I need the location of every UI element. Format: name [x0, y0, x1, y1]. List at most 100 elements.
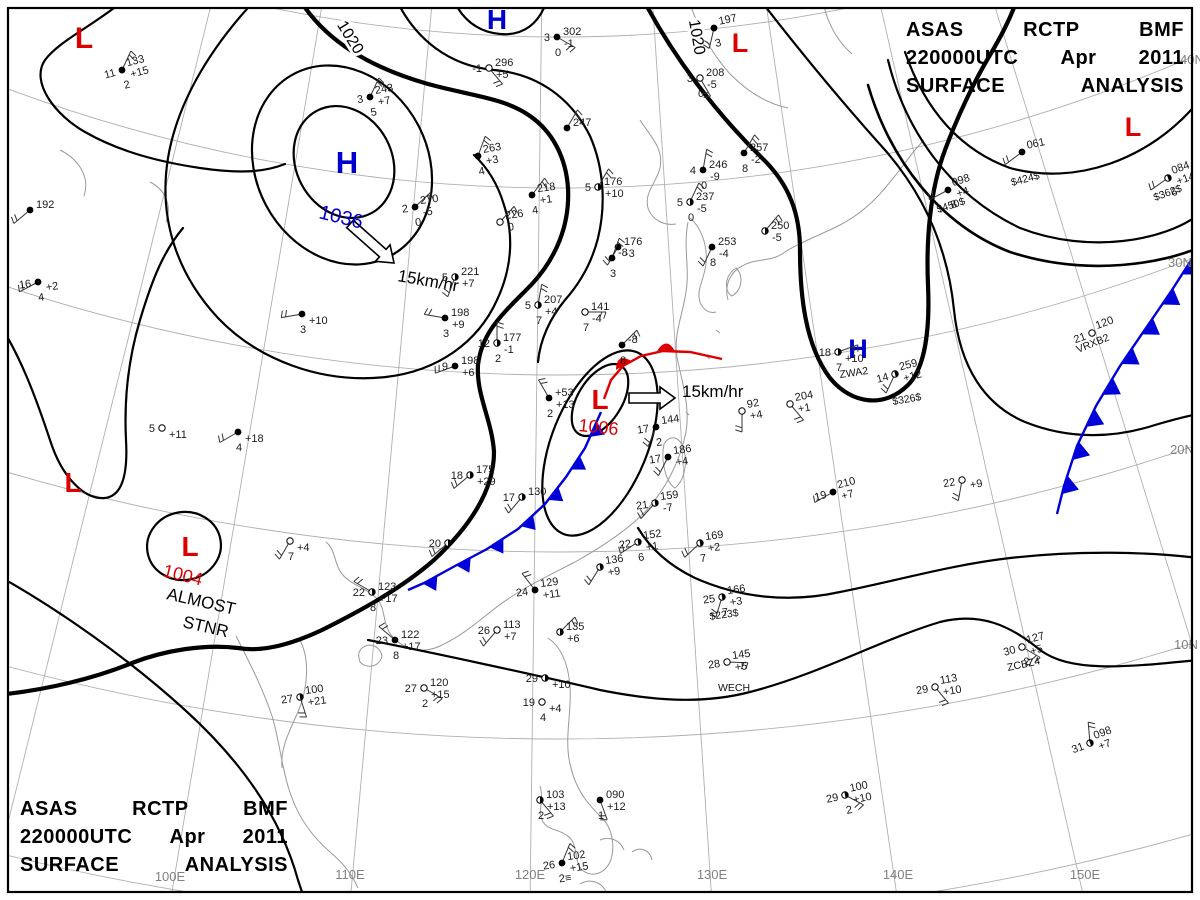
wind-barb-tick	[584, 579, 590, 586]
station-value: +12	[607, 801, 626, 813]
station-value: +4	[675, 455, 689, 469]
station-plot: 9 198+6	[434, 355, 479, 379]
wind-barb-tick	[618, 237, 625, 244]
wind-barb-tick	[538, 377, 546, 381]
station-plot: 192	[10, 199, 54, 224]
coastline	[685, 329, 721, 416]
station-plot: 17 130	[503, 486, 546, 514]
pressure-value-label: 1004	[161, 560, 205, 589]
wind-barb-tick	[376, 81, 383, 87]
wind-barb-icon	[435, 365, 456, 374]
wind-barb-tick	[540, 381, 548, 384]
station-value: +10	[845, 353, 864, 365]
cold-front-triangle-icon	[1102, 377, 1121, 395]
wind-barb-tick	[454, 479, 458, 486]
station-value: 17	[648, 453, 662, 467]
station-value: 21	[635, 499, 649, 513]
station-halfcover-icon	[637, 538, 642, 546]
station-value: 084	[1170, 159, 1191, 177]
station-plot: 141-47	[581, 301, 609, 334]
wind-barb-tick	[221, 433, 224, 441]
coastline	[691, 8, 853, 109]
station-value: 20	[429, 538, 441, 550]
station-circle-icon	[608, 254, 616, 262]
station-value: 120	[1094, 314, 1115, 332]
station-value: 1	[598, 810, 604, 822]
station-value: -5	[422, 206, 433, 219]
cold-front-triangle-icon	[1086, 408, 1105, 427]
station-value: +10	[942, 684, 962, 699]
coastline	[235, 635, 359, 889]
wind-barb-tick	[483, 139, 490, 145]
low-pressure-symbol: L	[591, 384, 608, 415]
wind-barb-icon	[561, 843, 571, 864]
ship-callsign-label: WECH	[718, 682, 750, 694]
station-circle-icon	[496, 218, 504, 226]
station-value: 14	[875, 371, 890, 386]
station-value: 6	[1169, 186, 1179, 199]
station-circle-icon	[829, 488, 837, 496]
station-value: +13	[547, 801, 566, 813]
station-plot: 30 127+52	[1002, 630, 1046, 669]
station-plot: 26 102+152≡	[542, 843, 589, 886]
wind-barb-tick	[927, 192, 930, 200]
station-value: 113	[503, 619, 521, 631]
station-value: 18	[451, 470, 463, 482]
station-plot: 21 120	[1072, 314, 1115, 346]
wind-barb-icon	[647, 426, 657, 447]
cold-front-triangle-icon	[422, 575, 438, 591]
station-value: +15	[569, 860, 589, 874]
station-value: 061	[1026, 136, 1046, 152]
front-layer	[407, 256, 1192, 592]
station-value: +5	[734, 660, 748, 674]
station-value: 0	[701, 180, 707, 192]
wind-barb-tick	[775, 217, 780, 225]
station-value: 92	[746, 397, 760, 411]
station-value: 5	[677, 197, 683, 209]
wind-barb-tick	[280, 310, 283, 318]
station-value: +10	[852, 791, 873, 807]
wind-barb-icon	[378, 626, 396, 641]
station-value: 186	[672, 443, 692, 457]
station-value: 120	[430, 677, 448, 689]
station-value: +6	[462, 367, 475, 379]
station-value: 210	[836, 475, 857, 491]
station-value: +4	[749, 409, 763, 423]
station-circle-icon	[581, 308, 589, 316]
wind-barb-tick	[696, 186, 703, 192]
station-value: -1	[504, 344, 514, 356]
station-circle-icon	[118, 66, 126, 74]
low-pressure-symbol: L	[181, 531, 198, 562]
wind-barb-tick	[544, 177, 549, 185]
wind-barb-tick	[569, 843, 576, 849]
station-value: 0	[555, 47, 561, 59]
wind-barb-tick	[709, 612, 717, 618]
isobar	[456, 8, 546, 36]
wind-barb-tick	[608, 168, 614, 175]
station-plot: 19 210+7	[812, 475, 857, 504]
wind-barb-tick	[735, 429, 743, 433]
station-value: +1	[797, 402, 811, 416]
station-value: 198	[461, 355, 479, 367]
station-value: 7	[583, 322, 589, 334]
wind-barb-icon	[369, 77, 380, 98]
wind-barb-tick	[697, 260, 704, 267]
station-circle-icon	[26, 206, 34, 214]
annotation-text: 15km/hr	[682, 382, 744, 401]
wind-barb-tick	[642, 441, 649, 447]
station-plot: 31 098+7	[1070, 721, 1113, 756]
station-value: 4	[531, 204, 539, 217]
wind-barb-icon	[538, 379, 550, 399]
longitude-label: 130E	[697, 867, 728, 882]
wind-barb-icon	[477, 136, 486, 157]
station-plot: 16 +24	[17, 278, 59, 304]
station-value: 221	[461, 266, 479, 278]
station-plot: 29 +10	[526, 673, 571, 691]
station-halfcover-icon	[699, 539, 704, 547]
station-plot: +47	[274, 537, 310, 563]
station-halfcover-icon	[372, 588, 376, 596]
wind-barb-tick	[284, 309, 288, 317]
